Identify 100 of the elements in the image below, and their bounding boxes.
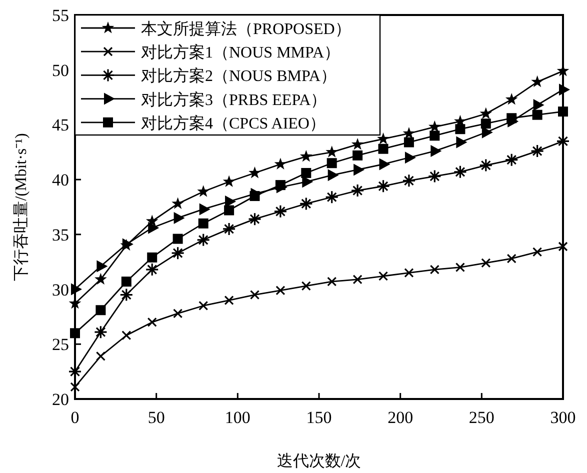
point: [301, 281, 311, 291]
point: [122, 330, 132, 340]
point: [455, 262, 465, 272]
point: [378, 271, 388, 281]
point: [404, 152, 416, 164]
point: [480, 107, 492, 119]
point: [402, 126, 416, 139]
point: [505, 92, 518, 105]
point: [352, 274, 362, 284]
point: [556, 134, 570, 148]
point: [504, 153, 518, 167]
point: [70, 328, 80, 338]
y-tick-label: 55: [52, 6, 69, 25]
point: [456, 136, 468, 148]
point: [558, 106, 568, 117]
point: [248, 166, 261, 178]
point: [248, 212, 262, 226]
x-axis-title: 迭代次数/次: [276, 452, 362, 470]
point: [453, 165, 467, 179]
x-tick-label: 300: [550, 408, 576, 427]
point: [506, 113, 517, 124]
point: [147, 317, 157, 327]
point: [430, 145, 442, 158]
point: [224, 205, 234, 216]
y-tick-label: 40: [52, 170, 69, 190]
point: [198, 300, 208, 311]
y-tick-label: 35: [52, 225, 69, 244]
point: [559, 84, 570, 96]
point: [533, 98, 544, 111]
point: [222, 175, 236, 188]
x-tick-label: 250: [468, 408, 494, 427]
point: [198, 218, 208, 228]
point: [351, 138, 364, 150]
point: [402, 174, 416, 188]
point: [328, 169, 339, 182]
point: [352, 150, 363, 160]
y-tick-label: 30: [52, 280, 69, 300]
point: [558, 242, 568, 252]
point: [276, 286, 286, 296]
point: [354, 164, 365, 176]
point: [174, 212, 185, 224]
point: [479, 158, 493, 172]
point: [274, 204, 288, 218]
point: [71, 283, 82, 296]
point: [250, 191, 260, 202]
x-tick-label: 100: [224, 408, 250, 427]
point: [506, 254, 516, 264]
point: [275, 180, 286, 190]
point: [96, 260, 108, 272]
point: [172, 234, 183, 244]
y-tick-label: 45: [52, 116, 69, 135]
point: [377, 132, 390, 144]
point: [173, 308, 183, 318]
point: [121, 276, 132, 287]
point: [326, 146, 338, 158]
point: [70, 382, 80, 392]
point: [455, 124, 466, 134]
point: [171, 246, 185, 260]
point: [250, 290, 260, 300]
point: [224, 295, 234, 306]
point: [481, 258, 491, 268]
point: [196, 233, 210, 247]
point: [530, 144, 544, 158]
x-tick-label: 0: [70, 408, 80, 427]
point: [531, 75, 544, 88]
point: [300, 150, 312, 162]
y-tick-label: 20: [52, 390, 69, 409]
x-tick-label: 200: [388, 408, 414, 427]
point: [301, 168, 312, 178]
point: [96, 351, 106, 362]
point: [428, 120, 441, 132]
point: [94, 272, 107, 285]
point: [145, 262, 159, 276]
point: [327, 276, 337, 286]
point: [147, 252, 158, 262]
x-tick-label: 50: [148, 408, 165, 427]
point: [430, 130, 440, 141]
legend-label: 本文所提算法（PROPOSED）: [141, 20, 351, 38]
legend-label: 对比方案1（NOUS MMPA）: [141, 44, 340, 62]
point: [94, 325, 108, 339]
point: [430, 264, 440, 274]
y-tick-label: 25: [52, 335, 69, 354]
point: [172, 197, 184, 209]
y-axis-title: 下行吞吐量/(Mbit·s⁻¹): [12, 133, 30, 281]
legend-label: 对比方案2（NOUS BMPA）: [141, 67, 336, 86]
point: [148, 222, 160, 234]
point: [378, 144, 388, 154]
x-tick-label: 150: [306, 408, 332, 427]
point: [197, 185, 210, 197]
point: [376, 179, 390, 193]
point: [532, 247, 542, 257]
point: [326, 158, 337, 168]
point: [428, 169, 442, 184]
point: [532, 110, 542, 120]
point: [222, 222, 236, 236]
point: [68, 364, 82, 378]
point: [480, 118, 491, 129]
point: [404, 268, 414, 278]
point: [199, 203, 210, 216]
point: [325, 190, 339, 204]
